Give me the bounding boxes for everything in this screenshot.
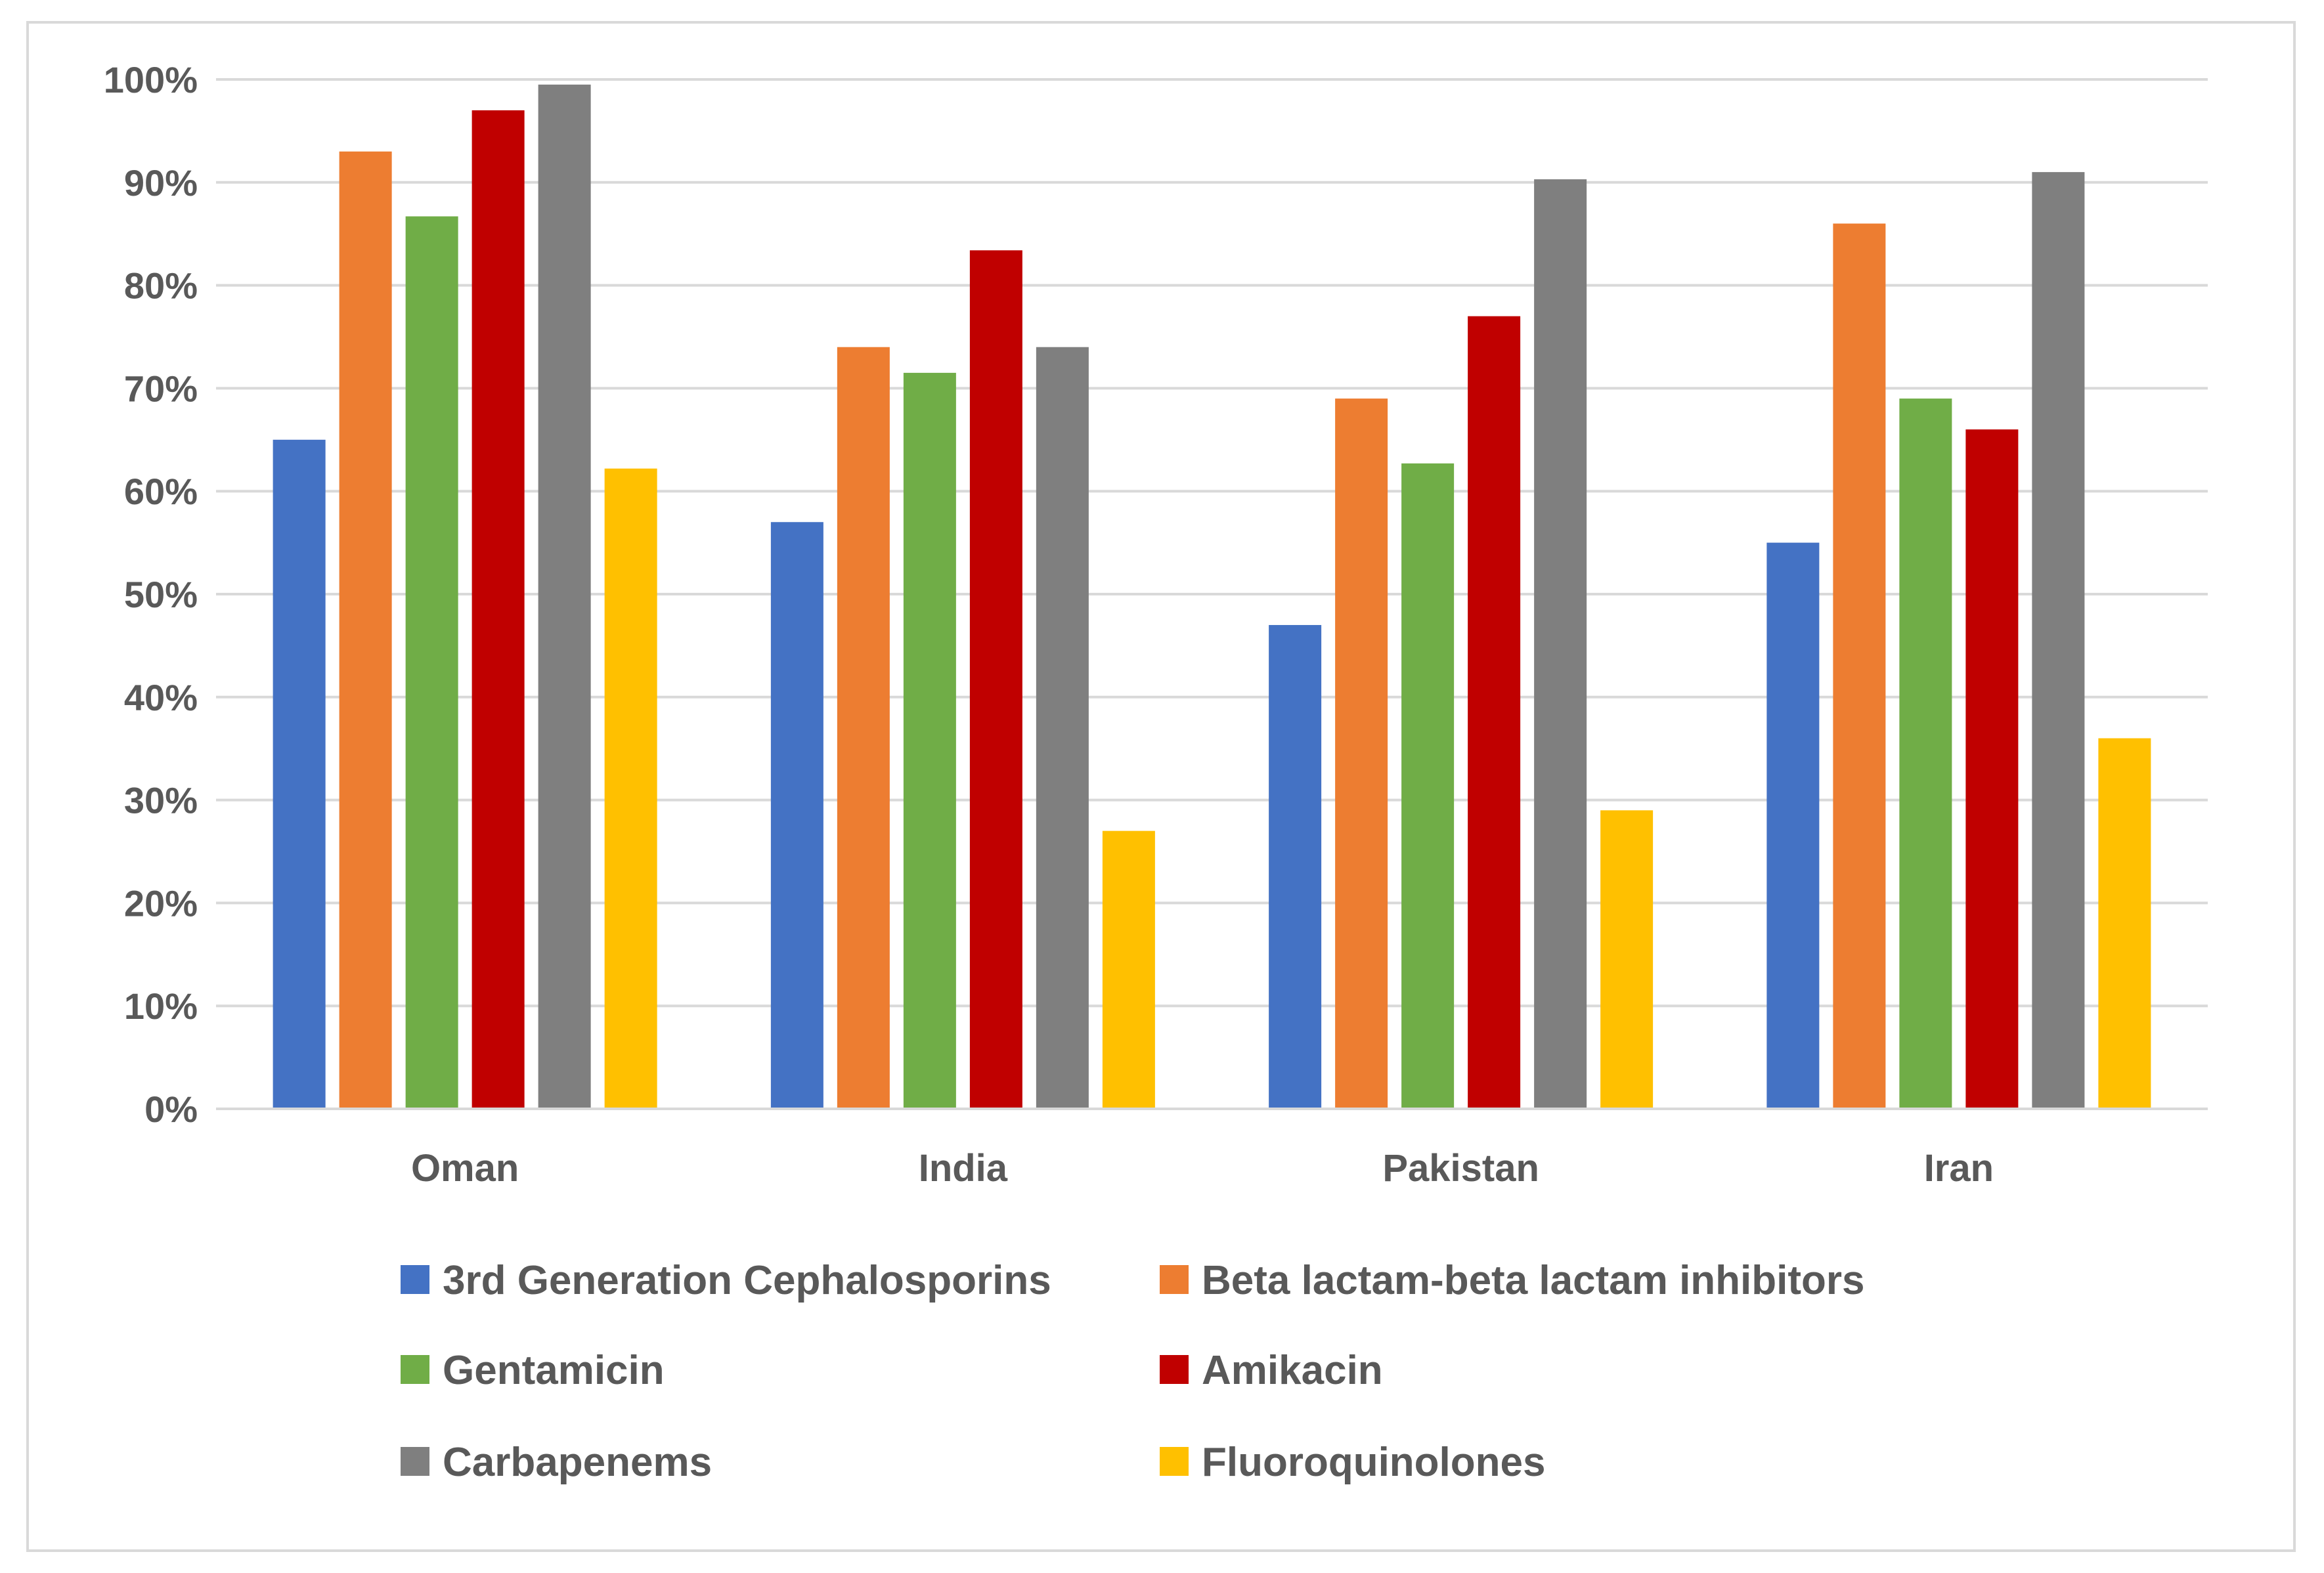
legend-swatch-amikacin	[1160, 1355, 1189, 1384]
legend-label-carbapenems: Carbapenems	[443, 1440, 712, 1485]
legend-swatch-fluoroquinolones	[1160, 1447, 1189, 1476]
y-tick-label-20: 20%	[124, 882, 198, 924]
y-tick-label-40: 40%	[124, 677, 198, 718]
x-tick-label-iran: Iran	[1924, 1147, 1994, 1190]
bar-india-carbapenems	[1036, 347, 1089, 1110]
y-tick-label-80: 80%	[124, 265, 198, 307]
bar-iran-amikacin	[1965, 429, 2019, 1109]
legend-label-fluoroquinolones: Fluoroquinolones	[1202, 1440, 1546, 1485]
y-tick-label-0: 0%	[144, 1088, 198, 1130]
bars	[273, 84, 2151, 1110]
y-tick-label-90: 90%	[124, 162, 198, 204]
legend-swatch-beta-lactam-beta-lactam-inhibitors	[1160, 1265, 1189, 1294]
bar-oman-fluoroquinolones	[604, 468, 657, 1109]
bar-oman-amikacin	[471, 110, 525, 1109]
bar-pakistan-3rd-generation-cephalosporins	[1269, 625, 1322, 1109]
legend-label-3rd-generation-cephalosporins: 3rd Generation Cephalosporins	[443, 1258, 1051, 1303]
bar-chart: 0% 10% 20% 30% 40% 50% 60% 70% 80% 90% 100% Oman Ind…	[104, 59, 2208, 1485]
y-tick-label-100: 100%	[104, 59, 198, 100]
legend-swatch-carbapenems	[401, 1447, 429, 1476]
chart-frame: 0% 10% 20% 30% 40% 50% 60% 70% 80% 90% 100% Oman Ind…	[26, 21, 2296, 1552]
legend: 3rd Generation Cephalosporins Beta lactam…	[401, 1258, 1865, 1485]
bar-oman-gentamicin	[405, 216, 458, 1110]
bar-pakistan-fluoroquinolones	[1600, 810, 1654, 1109]
bar-iran-3rd-generation-cephalosporins	[1766, 542, 1820, 1109]
bar-pakistan-carbapenems	[1534, 179, 1587, 1110]
bar-oman-beta-lactam-beta-lactam-inhibitors	[339, 151, 392, 1109]
bar-oman-3rd-generation-cephalosporins	[273, 439, 326, 1109]
y-tick-label-60: 60%	[124, 471, 198, 512]
bar-iran-beta-lactam-beta-lactam-inhibitors	[1833, 223, 1886, 1109]
bar-india-amikacin	[969, 250, 1022, 1110]
y-tick-label-30: 30%	[124, 780, 198, 821]
bar-pakistan-amikacin	[1468, 316, 1521, 1109]
bar-india-beta-lactam-beta-lactam-inhibitors	[837, 347, 890, 1110]
axes: 0% 10% 20% 30% 40% 50% 60% 70% 80% 90% 100% Oman Ind…	[104, 59, 2208, 1190]
legend-label-amikacin: Amikacin	[1202, 1348, 1383, 1393]
x-tick-label-pakistan: Pakistan	[1382, 1147, 1539, 1190]
bar-pakistan-beta-lactam-beta-lactam-inhibitors	[1335, 399, 1388, 1109]
bar-india-3rd-generation-cephalosporins	[770, 522, 823, 1109]
bar-oman-carbapenems	[538, 84, 591, 1110]
legend-swatch-gentamicin	[401, 1355, 429, 1384]
x-tick-label-india: India	[919, 1147, 1008, 1190]
y-tick-label-10: 10%	[124, 985, 198, 1027]
y-tick-label-70: 70%	[124, 368, 198, 409]
x-tick-label-oman: Oman	[411, 1147, 519, 1190]
legend-swatch-3rd-generation-cephalosporins	[401, 1265, 429, 1294]
bar-pakistan-gentamicin	[1401, 463, 1455, 1109]
bar-india-gentamicin	[903, 372, 956, 1109]
bar-iran-carbapenems	[2032, 172, 2085, 1109]
bar-india-fluoroquinolones	[1102, 830, 1155, 1109]
legend-label-gentamicin: Gentamicin	[443, 1348, 665, 1393]
bar-iran-gentamicin	[1899, 399, 1952, 1109]
legend-label-beta-lactam-beta-lactam-inhibitors: Beta lactam-beta lactam inhibitors	[1202, 1258, 1865, 1303]
bar-iran-fluoroquinolones	[2098, 738, 2151, 1109]
y-tick-label-50: 50%	[124, 574, 198, 615]
